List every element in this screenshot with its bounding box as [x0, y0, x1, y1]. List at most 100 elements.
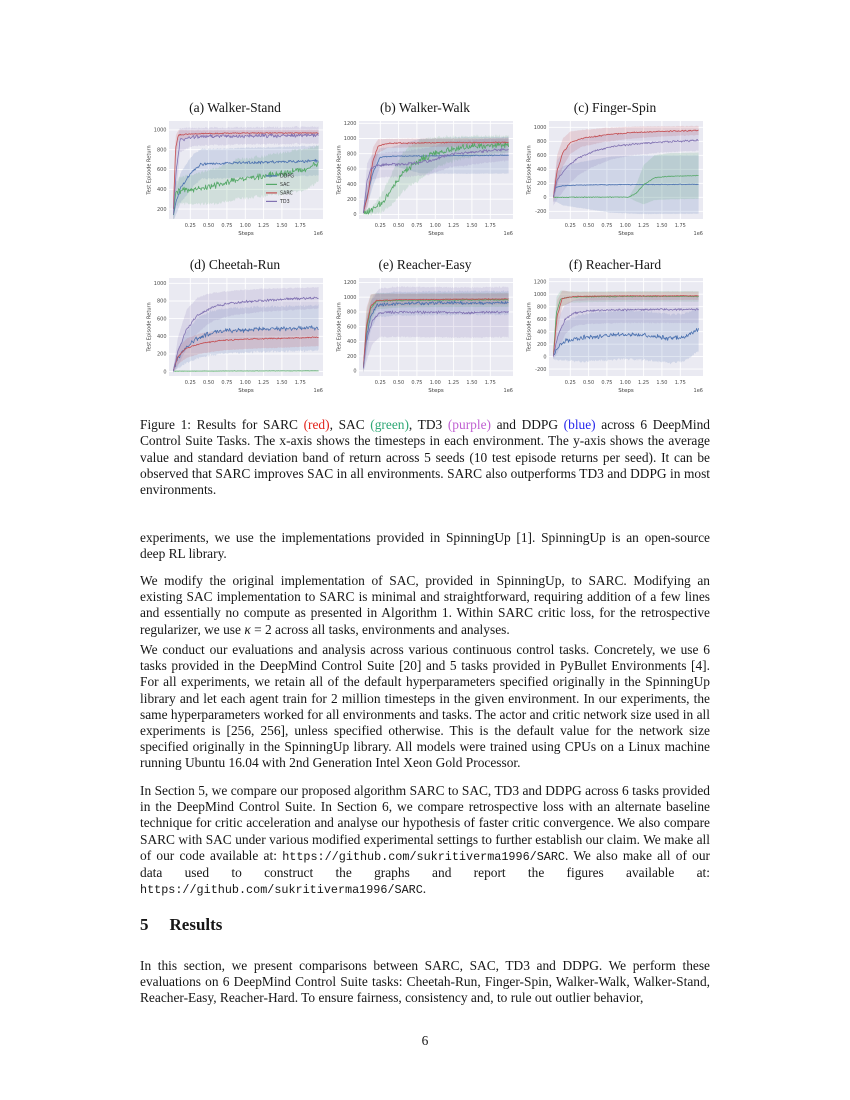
paragraph-sections-code: In Section 5, we compare our proposed al…: [140, 783, 710, 898]
svg-text:0.75: 0.75: [221, 380, 232, 386]
svg-text:1.50: 1.50: [466, 380, 477, 386]
svg-text:1200: 1200: [344, 280, 357, 286]
svg-text:SAC: SAC: [280, 182, 290, 188]
svg-text:1.75: 1.75: [485, 380, 496, 386]
chart-cell-reacher-hard: (f) Reacher-Hard -200 0 200 400 600 800 1000 12…: [520, 257, 710, 402]
svg-text:0.50: 0.50: [583, 223, 594, 229]
svg-text:1000: 1000: [344, 136, 357, 142]
svg-text:0.25: 0.25: [185, 223, 196, 229]
section-number: 5: [140, 915, 149, 934]
svg-text:800: 800: [157, 299, 167, 305]
svg-text:400: 400: [157, 334, 167, 340]
svg-text:200: 200: [537, 342, 547, 348]
chart-title-walker-walk: (b) Walker-Walk: [380, 100, 470, 115]
paragraph-spinningup: experiments, we use the implementations …: [140, 530, 710, 562]
svg-text:0.50: 0.50: [583, 380, 594, 386]
svg-text:200: 200: [157, 207, 167, 213]
chart-cell-finger-spin: (c) Finger-Spin -200 0 200 400 600 800 1000 0.2…: [520, 100, 710, 245]
svg-text:1.25: 1.25: [638, 380, 649, 386]
page-number: 6: [421, 1033, 429, 1048]
svg-text:Steps: Steps: [428, 231, 444, 237]
svg-text:0.75: 0.75: [601, 380, 612, 386]
figure-row-1: (a) Walker-Stand 200 400 600 800 1000 0.25 0.5…: [140, 100, 710, 245]
svg-text:0: 0: [353, 369, 356, 375]
svg-text:Test Episode Return: Test Episode Return: [527, 302, 533, 352]
svg-text:DDPG: DDPG: [280, 174, 294, 180]
svg-text:1200: 1200: [534, 279, 547, 285]
svg-text:1.00: 1.00: [430, 380, 441, 386]
figure-caption: Figure 1: Results for SARC (red), SAC (g…: [140, 417, 710, 498]
chart-reacher-hard: -200 0 200 400 600 800 1000 1200 0.25 0.50 0.75 1.0…: [527, 278, 703, 394]
svg-text:1.75: 1.75: [295, 223, 306, 229]
svg-text:Test Episode Return: Test Episode Return: [337, 302, 343, 352]
svg-text:1.00: 1.00: [240, 223, 251, 229]
chart-cell-walker-stand: (a) Walker-Stand 200 400 600 800 1000 0.25 0.5…: [140, 100, 330, 245]
chart-cell-cheetah-run: (d) Cheetah-Run 0 200 400 600 800 1000 0.25 0.5…: [140, 257, 330, 402]
svg-text:1.00: 1.00: [240, 380, 251, 386]
svg-text:0.75: 0.75: [221, 223, 232, 229]
svg-text:1.25: 1.25: [258, 380, 269, 386]
chart-title-walker-stand: (a) Walker-Stand: [189, 100, 281, 115]
svg-text:Steps: Steps: [618, 231, 634, 237]
section-heading-results: 5 Results: [140, 915, 710, 935]
svg-text:200: 200: [157, 352, 167, 358]
svg-text:0.50: 0.50: [203, 380, 214, 386]
svg-text:200: 200: [347, 197, 357, 203]
svg-text:1000: 1000: [154, 128, 167, 134]
svg-text:0.25: 0.25: [565, 223, 576, 229]
svg-text:800: 800: [157, 147, 167, 153]
svg-text:1.00: 1.00: [620, 223, 631, 229]
svg-text:0.75: 0.75: [601, 223, 612, 229]
svg-text:Steps: Steps: [428, 388, 444, 394]
svg-text:1.75: 1.75: [485, 223, 496, 229]
svg-text:0.75: 0.75: [411, 223, 422, 229]
svg-text:Test Episode Return: Test Episode Return: [147, 302, 153, 352]
svg-text:400: 400: [157, 187, 167, 193]
svg-text:1e6: 1e6: [314, 231, 323, 237]
svg-text:1e6: 1e6: [694, 388, 703, 394]
svg-text:-200: -200: [535, 367, 546, 373]
svg-text:800: 800: [537, 139, 547, 145]
svg-text:1.25: 1.25: [448, 223, 459, 229]
svg-text:SARC: SARC: [280, 191, 294, 197]
svg-text:1.25: 1.25: [258, 223, 269, 229]
svg-text:Test Episode Return: Test Episode Return: [147, 145, 153, 195]
svg-text:600: 600: [537, 153, 547, 159]
svg-text:0.25: 0.25: [375, 380, 386, 386]
chart-title-reacher-easy: (e) Reacher-Easy: [378, 257, 472, 272]
svg-text:1.00: 1.00: [620, 380, 631, 386]
svg-text:1.00: 1.00: [430, 223, 441, 229]
svg-text:1000: 1000: [154, 281, 167, 287]
svg-text:600: 600: [347, 324, 357, 330]
chart-title-finger-spin: (c) Finger-Spin: [573, 100, 657, 115]
svg-text:0.25: 0.25: [185, 380, 196, 386]
svg-text:400: 400: [537, 167, 547, 173]
svg-text:0.25: 0.25: [565, 380, 576, 386]
chart-reacher-easy: 0 200 400 600 800 1000 1200 0.25 0.50 0.75 1.00 1.2…: [337, 278, 513, 394]
svg-text:1e6: 1e6: [504, 231, 513, 237]
figure-1: (a) Walker-Stand 200 400 600 800 1000 0.25 0.5…: [140, 100, 710, 402]
chart-walker-stand: 200 400 600 800 1000 0.25 0.50 0.75 1.00 1.25 1.50…: [147, 121, 323, 237]
svg-text:1.25: 1.25: [638, 223, 649, 229]
section-title: Results: [169, 915, 223, 934]
svg-text:400: 400: [347, 182, 357, 188]
svg-text:600: 600: [157, 167, 167, 173]
chart-title-reacher-hard: (f) Reacher-Hard: [568, 257, 662, 272]
svg-text:1.75: 1.75: [675, 380, 686, 386]
paragraph-sac-to-sarc: We modify the original implementation of…: [140, 573, 710, 637]
svg-text:Steps: Steps: [238, 388, 254, 394]
svg-text:200: 200: [347, 354, 357, 360]
svg-text:1000: 1000: [344, 295, 357, 301]
svg-text:Steps: Steps: [618, 388, 634, 394]
paragraph-results-intro: In this section, we present comparisons …: [140, 958, 710, 1006]
figure-row-2: (d) Cheetah-Run 0 200 400 600 800 1000 0.25 0.5…: [140, 257, 710, 402]
svg-text:1.50: 1.50: [276, 380, 287, 386]
chart-cell-reacher-easy: (e) Reacher-Easy 0 200 400 600 800 1000 1200 0.…: [330, 257, 520, 402]
chart-walker-walk: 0 200 400 600 800 1000 1200 0.25 0.50 0.75 1.00 1.2…: [337, 121, 513, 237]
svg-text:1.75: 1.75: [675, 223, 686, 229]
svg-text:200: 200: [537, 181, 547, 187]
chart-cheetah-run: 0 200 400 600 800 1000 0.25 0.50 0.75 1.00 1.25 1.5…: [147, 278, 323, 394]
chart-cell-walker-walk: (b) Walker-Walk 0 200 400 600 800 1000 1200 0.2…: [330, 100, 520, 245]
svg-text:1200: 1200: [344, 121, 357, 127]
svg-text:0.50: 0.50: [393, 223, 404, 229]
